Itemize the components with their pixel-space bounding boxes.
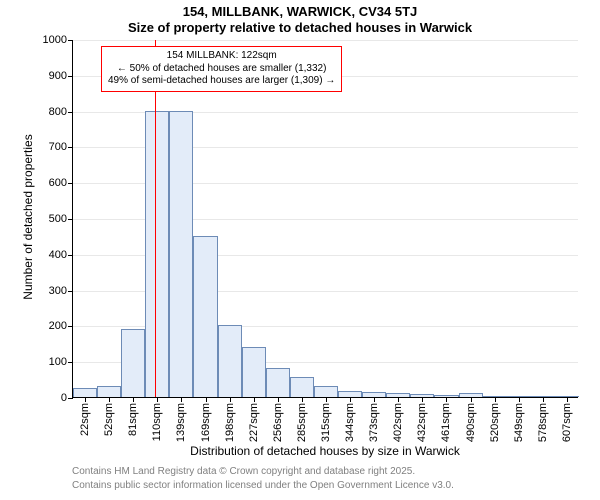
xtick-label: 169sqm bbox=[200, 403, 212, 442]
xtick-mark bbox=[326, 397, 327, 402]
histogram-bar bbox=[314, 386, 338, 397]
chart-title-2: Size of property relative to detached ho… bbox=[0, 20, 600, 35]
y-axis-label: Number of detached properties bbox=[21, 117, 35, 317]
xtick-mark bbox=[85, 397, 86, 402]
ytick-label: 0 bbox=[61, 392, 67, 404]
annotation-line: 49% of semi-detached houses are larger (… bbox=[108, 75, 335, 88]
footer-line-1: Contains HM Land Registry data © Crown c… bbox=[72, 466, 415, 477]
histogram-bar bbox=[290, 377, 314, 397]
xtick-label: 520sqm bbox=[489, 403, 501, 442]
xtick-mark bbox=[422, 397, 423, 402]
ytick-mark bbox=[68, 362, 73, 363]
ytick-label: 300 bbox=[49, 285, 67, 297]
plot-area: 0100200300400500600700800900100022sqm52s… bbox=[72, 40, 578, 398]
ytick-mark bbox=[68, 255, 73, 256]
chart-title-1: 154, MILLBANK, WARWICK, CV34 5TJ bbox=[0, 4, 600, 19]
xtick-label: 110sqm bbox=[151, 403, 163, 441]
ytick-mark bbox=[68, 147, 73, 148]
xtick-label: 578sqm bbox=[537, 403, 549, 442]
xtick-mark bbox=[519, 397, 520, 402]
x-axis-label: Distribution of detached houses by size … bbox=[72, 444, 578, 458]
histogram-bar bbox=[193, 236, 217, 397]
xtick-mark bbox=[278, 397, 279, 402]
xtick-label: 198sqm bbox=[224, 403, 236, 442]
xtick-label: 22sqm bbox=[79, 403, 91, 436]
xtick-mark bbox=[471, 397, 472, 402]
histogram-bar bbox=[121, 329, 145, 397]
xtick-mark bbox=[350, 397, 351, 402]
xtick-label: 402sqm bbox=[392, 403, 404, 442]
xtick-mark bbox=[495, 397, 496, 402]
footer-line-2: Contains public sector information licen… bbox=[72, 480, 454, 491]
ytick-mark bbox=[68, 326, 73, 327]
xtick-mark bbox=[133, 397, 134, 402]
ytick-label: 500 bbox=[49, 213, 67, 225]
histogram-bar bbox=[242, 347, 266, 397]
xtick-label: 432sqm bbox=[416, 403, 428, 442]
xtick-label: 461sqm bbox=[440, 403, 452, 442]
annotation-line: ← 50% of detached houses are smaller (1,… bbox=[108, 63, 335, 76]
histogram-bar bbox=[266, 368, 290, 397]
ytick-mark bbox=[68, 40, 73, 41]
xtick-mark bbox=[254, 397, 255, 402]
xtick-mark bbox=[157, 397, 158, 402]
ytick-mark bbox=[68, 219, 73, 220]
xtick-mark bbox=[109, 397, 110, 402]
ytick-label: 700 bbox=[49, 141, 67, 153]
xtick-mark bbox=[543, 397, 544, 402]
ytick-mark bbox=[68, 112, 73, 113]
xtick-label: 81sqm bbox=[127, 403, 139, 436]
xtick-mark bbox=[206, 397, 207, 402]
marker-line bbox=[155, 40, 156, 397]
xtick-mark bbox=[374, 397, 375, 402]
xtick-mark bbox=[181, 397, 182, 402]
xtick-mark bbox=[567, 397, 568, 402]
xtick-label: 315sqm bbox=[320, 403, 332, 442]
xtick-label: 227sqm bbox=[248, 403, 260, 442]
xtick-label: 52sqm bbox=[103, 403, 115, 436]
xtick-label: 139sqm bbox=[175, 403, 187, 442]
annotation-line: 154 MILLBANK: 122sqm bbox=[108, 50, 335, 63]
gridline bbox=[73, 40, 578, 41]
xtick-label: 490sqm bbox=[465, 403, 477, 442]
ytick-mark bbox=[68, 183, 73, 184]
xtick-mark bbox=[230, 397, 231, 402]
ytick-label: 900 bbox=[49, 70, 67, 82]
ytick-label: 1000 bbox=[43, 34, 67, 46]
annotation-box: 154 MILLBANK: 122sqm← 50% of detached ho… bbox=[101, 46, 342, 92]
ytick-label: 600 bbox=[49, 177, 67, 189]
histogram-bar bbox=[145, 111, 169, 397]
xtick-label: 256sqm bbox=[272, 403, 284, 442]
ytick-mark bbox=[68, 76, 73, 77]
ytick-label: 800 bbox=[49, 106, 67, 118]
xtick-label: 607sqm bbox=[561, 403, 573, 442]
xtick-mark bbox=[302, 397, 303, 402]
xtick-label: 344sqm bbox=[344, 403, 356, 442]
histogram-bar bbox=[169, 111, 193, 397]
ytick-mark bbox=[68, 398, 73, 399]
xtick-label: 285sqm bbox=[296, 403, 308, 442]
histogram-bar bbox=[73, 388, 97, 397]
ytick-mark bbox=[68, 291, 73, 292]
ytick-label: 400 bbox=[49, 249, 67, 261]
xtick-label: 373sqm bbox=[368, 403, 380, 442]
ytick-label: 200 bbox=[49, 320, 67, 332]
xtick-mark bbox=[398, 397, 399, 402]
xtick-label: 549sqm bbox=[513, 403, 525, 442]
histogram-bar bbox=[97, 386, 121, 397]
chart-root: 154, MILLBANK, WARWICK, CV34 5TJ Size of… bbox=[0, 0, 600, 500]
xtick-mark bbox=[446, 397, 447, 402]
ytick-label: 100 bbox=[49, 356, 67, 368]
histogram-bar bbox=[218, 325, 242, 397]
